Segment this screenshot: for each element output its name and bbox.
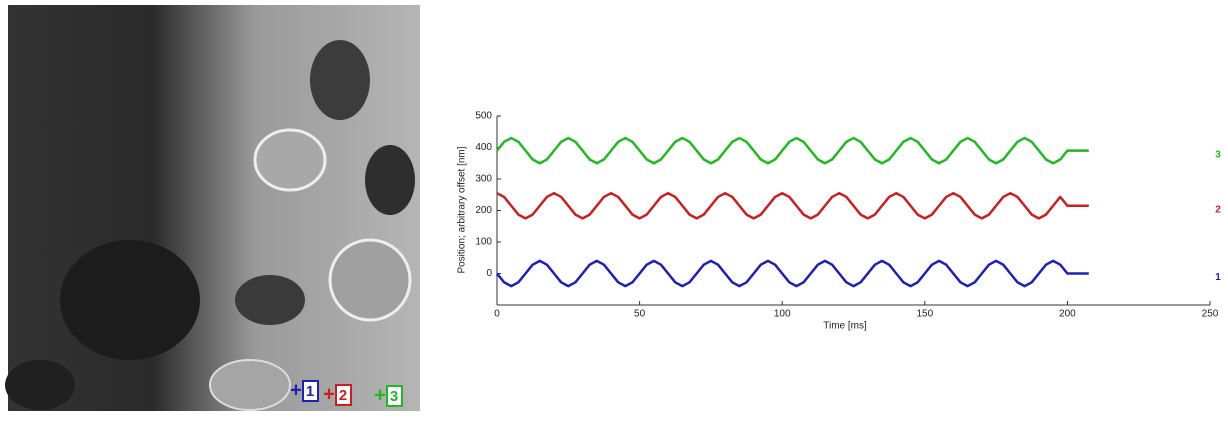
microscope-image: + 1 + 2 + 3 — [5, 5, 420, 411]
y-axis-label: Position; arbitrary offset [nm] — [457, 146, 468, 273]
y-tick-label: 500 — [475, 111, 492, 122]
marker-label: 2 — [339, 387, 347, 404]
series-label: 3 — [1215, 149, 1221, 160]
y-tick-label: 200 — [475, 205, 492, 216]
svg-text:+: + — [290, 379, 302, 401]
x-tick-label: 0 — [494, 309, 500, 320]
x-tick-label: 100 — [774, 309, 791, 320]
y-tick-label: 0 — [486, 268, 492, 279]
x-tick-label: 250 — [1202, 309, 1219, 320]
x-tick-label: 50 — [634, 309, 646, 320]
series-line — [496, 136, 1089, 165]
series-label: 1 — [1215, 272, 1221, 283]
svg-text:+: + — [323, 383, 335, 405]
svg-text:+: + — [374, 384, 386, 406]
series-label: 2 — [1215, 204, 1221, 215]
series-line — [496, 259, 1089, 288]
y-tick-label: 300 — [475, 174, 492, 185]
y-tick-label: 400 — [475, 142, 492, 153]
y-tick-label: 100 — [475, 237, 492, 248]
marker-label: 1 — [306, 383, 314, 400]
series-line — [496, 191, 1089, 220]
marker-label: 3 — [390, 388, 398, 405]
x-axis-label: Time [ms] — [823, 321, 867, 332]
x-tick-label: 200 — [1059, 309, 1076, 320]
x-tick-label: 150 — [916, 309, 933, 320]
